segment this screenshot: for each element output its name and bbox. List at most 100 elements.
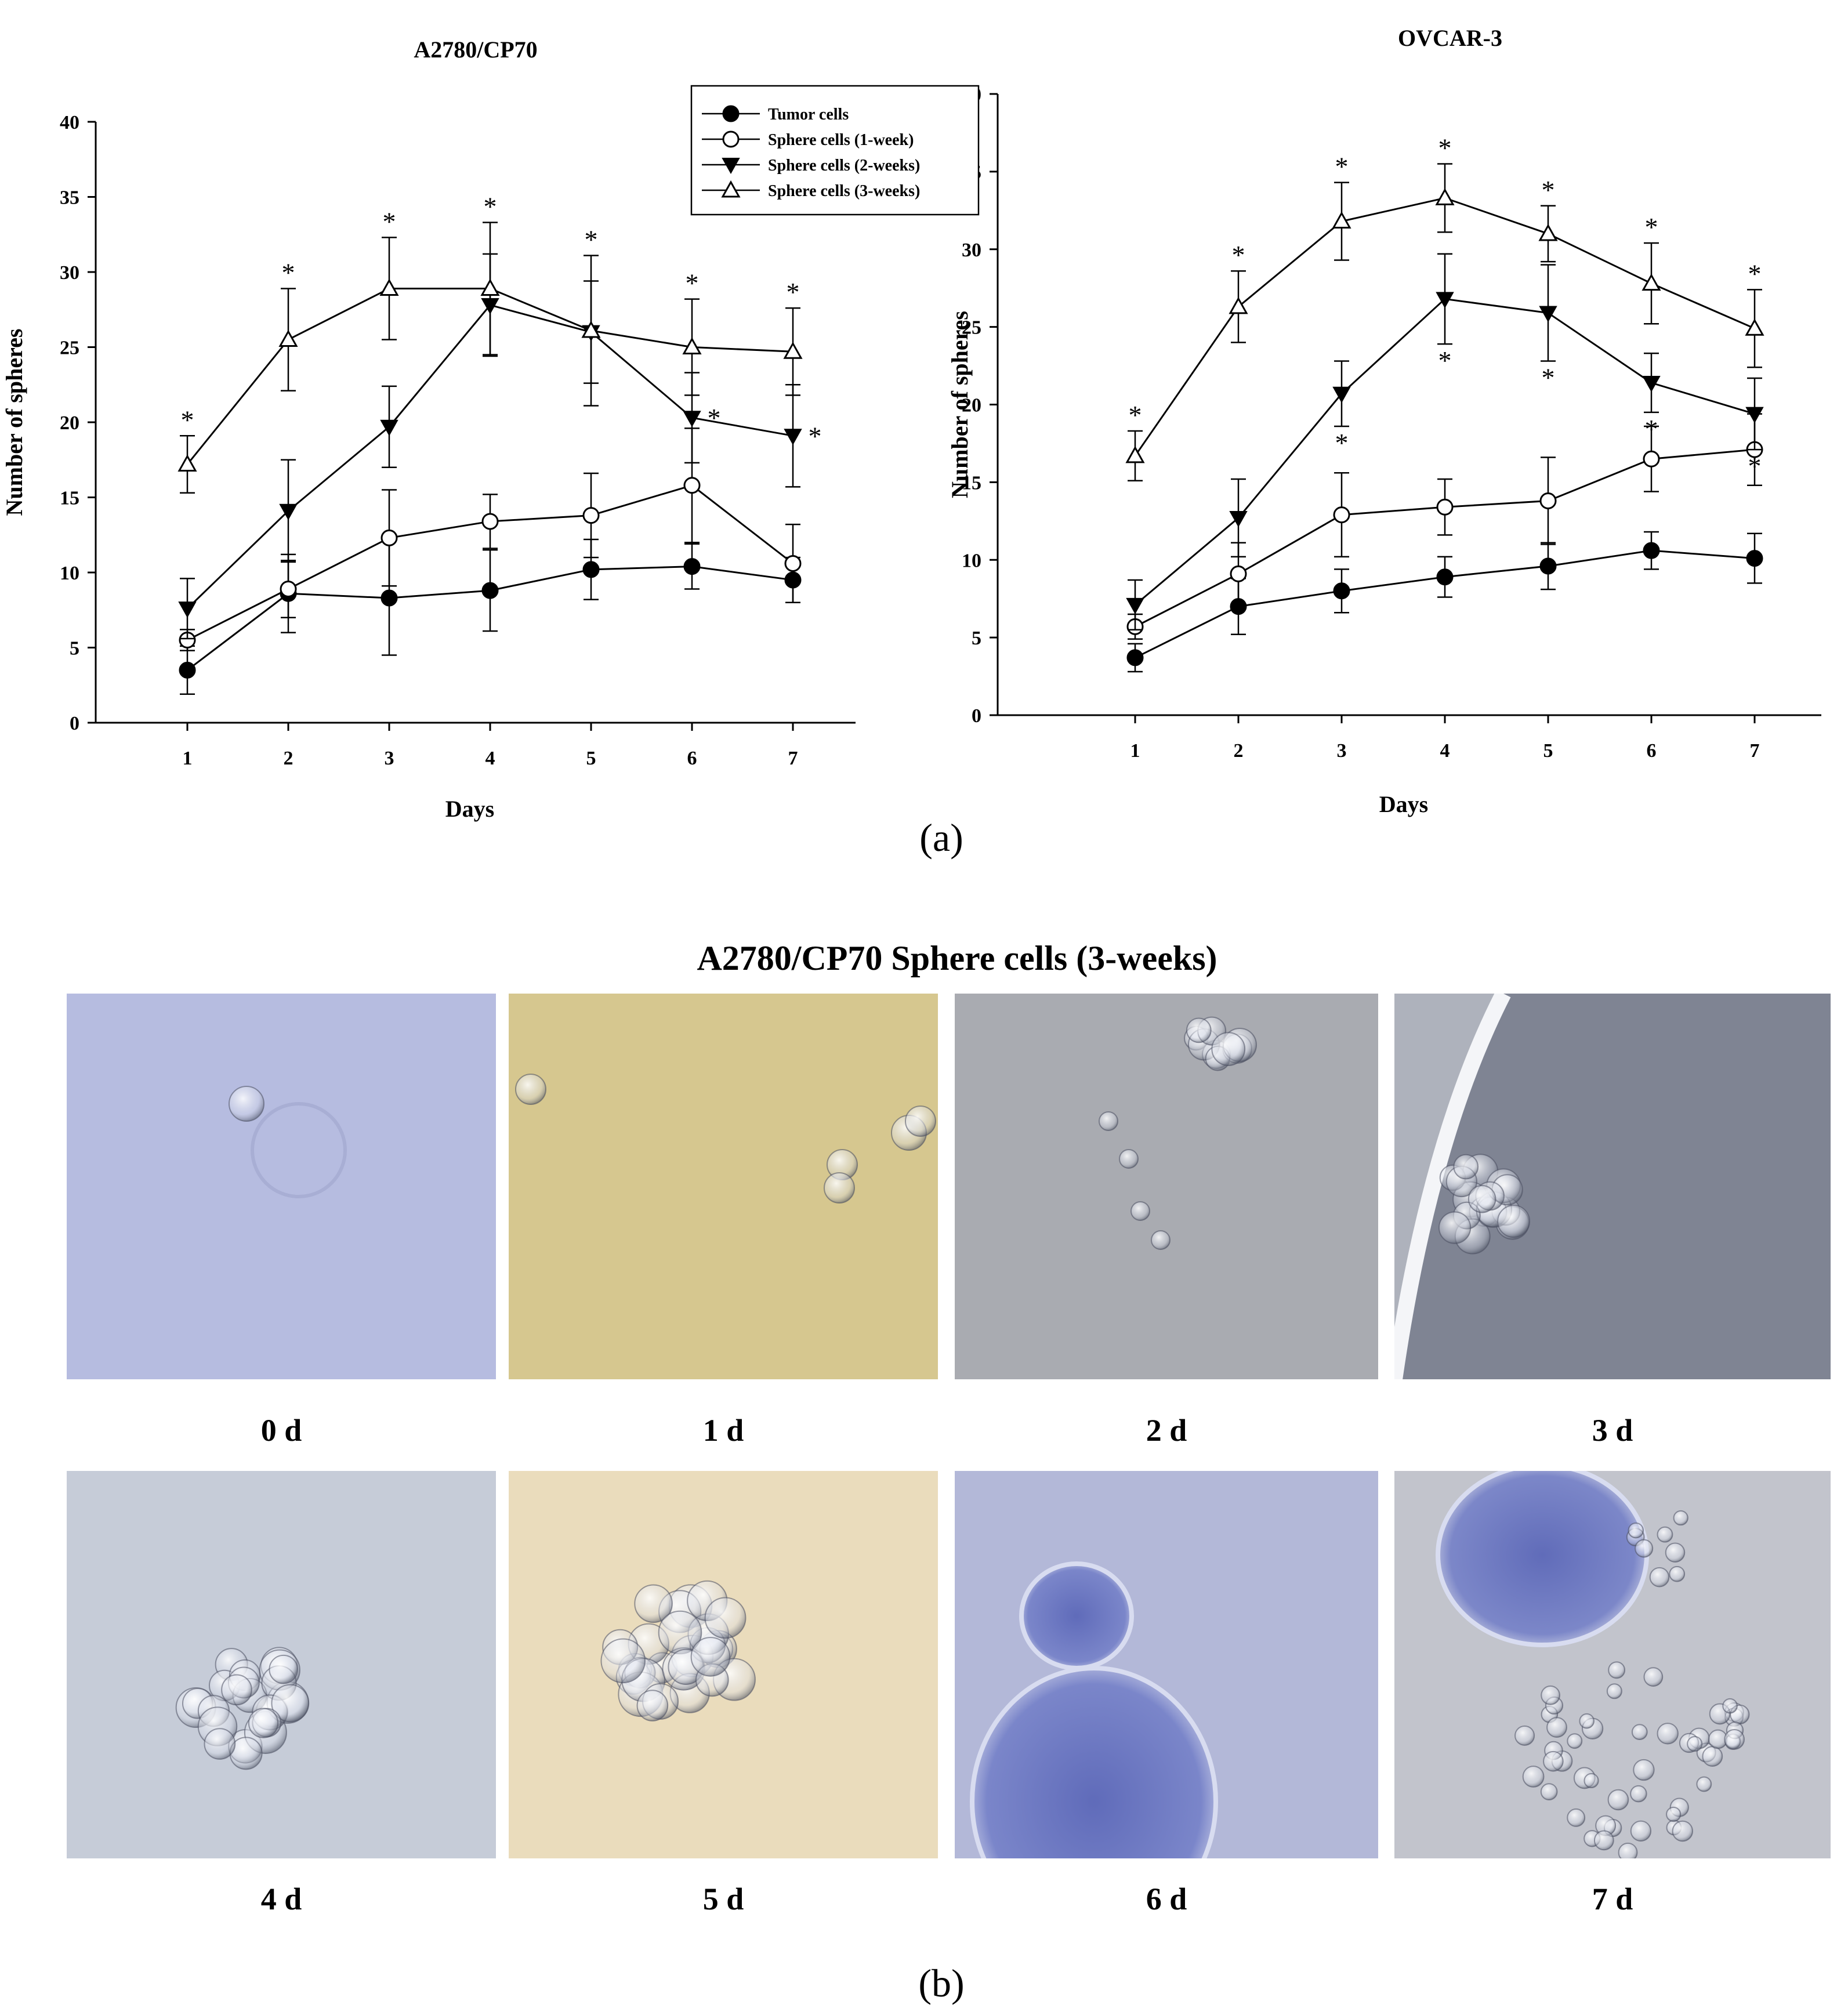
panel-b-title: A2780/CP70 Sphere cells (3-weeks) [697, 939, 1217, 977]
x-tick-label: 4 [1440, 740, 1450, 762]
x-axis-label: Days [445, 796, 494, 822]
x-tick-label: 5 [1543, 740, 1553, 762]
cell [600, 1638, 646, 1684]
cell [690, 1637, 731, 1677]
legend-label: Tumor cells [768, 106, 849, 124]
cell [1467, 1184, 1496, 1213]
cell [1657, 1723, 1679, 1745]
legend-label: Sphere cells (2-weeks) [768, 157, 920, 175]
series-filled-circle [179, 538, 802, 695]
legend-label: Sphere cells (1-week) [768, 131, 914, 149]
panel-a-label: (a) [919, 816, 963, 860]
data-point [1436, 292, 1454, 309]
data-point [1229, 296, 1248, 314]
cell [269, 1654, 299, 1684]
cell [1628, 1522, 1644, 1539]
significance-star: * [1542, 175, 1555, 205]
cell [271, 1684, 310, 1723]
significance-star: * [1645, 414, 1658, 444]
significance-star: * [484, 192, 497, 222]
significance-star: * [1645, 212, 1658, 242]
significance-star: * [787, 277, 800, 307]
cell [1724, 1729, 1745, 1750]
series-line [1135, 448, 1755, 628]
y-tick-label: 0 [972, 705, 981, 727]
micrograph-label: 2 d [1146, 1413, 1187, 1448]
legend-marker [722, 158, 740, 175]
dish-rim [1394, 994, 1511, 1379]
series-filled-circle [1126, 531, 1763, 673]
cell [1633, 1759, 1655, 1781]
cell [1151, 1230, 1171, 1250]
data-point [784, 429, 802, 445]
data-point [683, 558, 701, 575]
micrograph-drawing [970, 1561, 1218, 1858]
data-point [1539, 492, 1557, 510]
cell [1541, 1685, 1560, 1705]
cell [1630, 1820, 1652, 1842]
cell [248, 1708, 279, 1738]
cell [1514, 1725, 1535, 1746]
micrograph-7d [1394, 1471, 1831, 1858]
data-point [1746, 550, 1763, 567]
cell [1579, 1713, 1595, 1729]
y-axis-label: Number of spheres [1, 329, 27, 516]
chart-ovcar-3: OVCAR-305101520253035401234567DaysNumber… [947, 25, 1821, 817]
significance-star: * [1232, 240, 1245, 270]
cell [1657, 1526, 1673, 1543]
y-axis-label: Number of spheres [947, 311, 973, 498]
cell [1696, 1776, 1712, 1792]
data-point [381, 529, 398, 546]
data-point [581, 320, 601, 338]
cell [1607, 1789, 1629, 1811]
cell [1522, 1766, 1545, 1788]
cell [1606, 1683, 1622, 1699]
micrograph-5d [509, 1471, 938, 1858]
data-point [1332, 211, 1351, 229]
y-tick-label: 20 [60, 412, 79, 434]
significance-star: * [809, 421, 822, 451]
y-tick-label: 10 [60, 563, 79, 584]
cell [1099, 1111, 1118, 1131]
cell [1665, 1542, 1686, 1563]
series-open-circle [1126, 413, 1763, 640]
micrograph-label: 0 d [260, 1413, 302, 1448]
y-tick-label: 30 [962, 240, 981, 261]
cell [229, 1086, 264, 1122]
chart-title: A2780/CP70 [414, 37, 537, 63]
cell [1543, 1751, 1564, 1772]
cell [1673, 1510, 1688, 1526]
significance-star: * [585, 225, 598, 255]
cell [1649, 1567, 1670, 1588]
cell [1687, 1736, 1703, 1752]
chart-a2780-cp70: A2780/CP70 0 5 10 15 20 25 30 35 40 1 2 3 4 5 6 7 Days Num… [1, 37, 856, 822]
cell [1119, 1149, 1139, 1169]
y-tick-label: 30 [60, 262, 79, 284]
y-tick-label: 5 [972, 628, 981, 649]
sphere-body [1019, 1561, 1134, 1670]
cell [1630, 1785, 1647, 1803]
cell [515, 1074, 546, 1105]
data-point [1643, 542, 1660, 559]
y-tick-label: 10 [962, 550, 981, 571]
cell [1567, 1733, 1583, 1749]
cell [1546, 1717, 1567, 1738]
cell [1540, 1783, 1558, 1800]
data-point [784, 555, 802, 572]
y-tick-label: 5 [70, 638, 79, 659]
cell [1631, 1724, 1648, 1741]
series-filled-triangle-down: ** [178, 253, 822, 640]
y-tick-label: 15 [962, 472, 981, 494]
data-point [1642, 376, 1661, 393]
cell [1618, 1842, 1638, 1858]
data-point [683, 477, 701, 494]
x-tick-label: 3 [385, 748, 394, 769]
y-tick-label: 15 [60, 488, 79, 509]
cell [1567, 1808, 1586, 1827]
cell [905, 1106, 936, 1137]
micrograph-drawing [1394, 994, 1531, 1379]
micrograph-label: 4 d [260, 1882, 302, 1916]
cell [634, 1584, 673, 1623]
data-point [1745, 318, 1764, 336]
data-point [178, 601, 197, 618]
